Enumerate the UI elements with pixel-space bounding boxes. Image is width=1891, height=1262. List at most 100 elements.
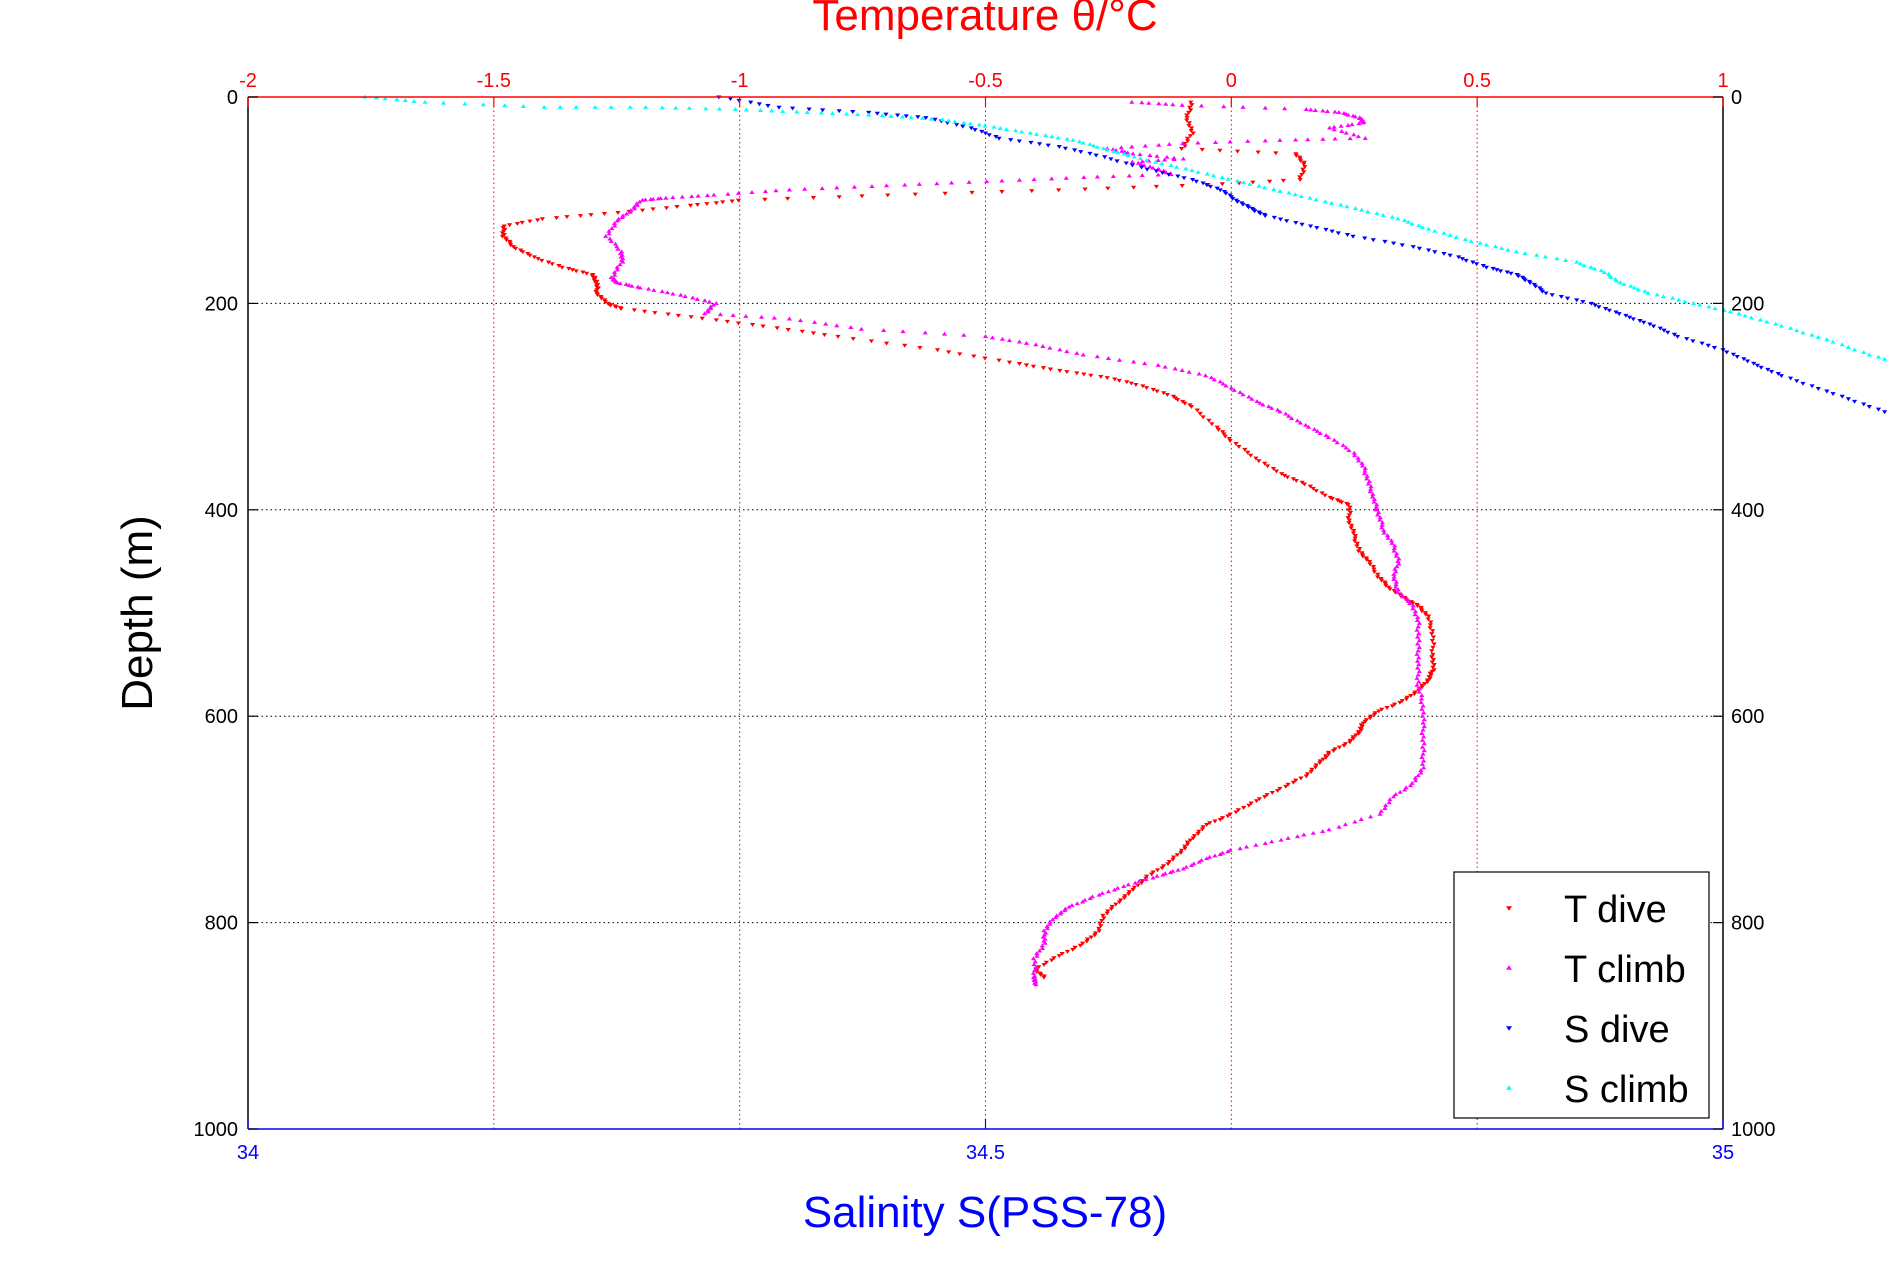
data-point: [1397, 789, 1403, 794]
bottom-axis-title: Salinity S(PSS-78): [803, 1188, 1167, 1237]
data-point: [1416, 246, 1423, 251]
data-point: [1389, 214, 1395, 219]
data-point: [1197, 411, 1203, 416]
data-point: [1019, 129, 1025, 134]
data-point: [1290, 477, 1296, 482]
data-point: [1221, 104, 1227, 109]
data-point: [979, 129, 985, 134]
data-point: [732, 107, 738, 111]
data-point: [1253, 799, 1260, 804]
data-point: [1088, 373, 1094, 378]
data-point: [1122, 149, 1128, 154]
data-point: [1293, 137, 1299, 142]
data-point: [1356, 546, 1363, 551]
data-point: [1427, 623, 1434, 628]
data-point: [780, 109, 786, 114]
data-point: [1123, 161, 1129, 166]
data-point: [1084, 939, 1090, 944]
data-point: [1247, 182, 1253, 186]
data-point: [1353, 733, 1359, 738]
data-point: [1421, 758, 1427, 763]
data-point: [1253, 456, 1259, 461]
data-point: [1432, 250, 1438, 255]
data-point: [1217, 148, 1223, 153]
data-point: [1277, 188, 1283, 193]
right-axis-tick-label: 600: [1731, 706, 1764, 728]
data-point: [1367, 489, 1373, 494]
data-point: [1234, 149, 1241, 154]
data-point: [1403, 697, 1410, 702]
data-point: [902, 182, 908, 187]
series-s-dive: [716, 95, 1888, 415]
data-point: [1765, 367, 1771, 372]
data-point: [1371, 567, 1377, 572]
data-point: [1147, 164, 1153, 169]
data-point: [1164, 154, 1170, 159]
data-point: [713, 318, 719, 323]
data-point: [651, 287, 657, 292]
data-point: [1227, 139, 1233, 144]
data-point: [883, 341, 890, 346]
data-point: [527, 219, 533, 224]
data-point: [903, 114, 909, 119]
data-point: [402, 98, 408, 102]
data-point: [631, 308, 637, 313]
data-point: [650, 207, 656, 212]
data-point: [1370, 491, 1376, 496]
data-point: [1186, 123, 1192, 128]
data-point: [1830, 392, 1836, 397]
data-point: [1661, 328, 1667, 333]
data-point: [1301, 170, 1307, 175]
data-point: [1412, 612, 1418, 617]
data-point: [1261, 185, 1268, 190]
data-point: [1094, 354, 1100, 359]
data-point: [1815, 386, 1821, 391]
data-point: [1373, 507, 1379, 512]
data-point: [1200, 825, 1206, 830]
data-point: [756, 102, 762, 107]
data-point: [1343, 445, 1349, 450]
data-point: [541, 104, 547, 109]
data-point: [1367, 562, 1373, 567]
data-point: [1064, 370, 1070, 375]
data-point: [1298, 194, 1305, 198]
data-point: [1195, 169, 1201, 174]
data-point: [1508, 271, 1514, 276]
data-point: [1348, 523, 1355, 528]
data-point: [922, 330, 928, 335]
data-point: [1003, 127, 1010, 132]
data-point: [757, 108, 764, 112]
data-point: [1109, 904, 1115, 909]
data-point: [1416, 631, 1422, 636]
data-point: [1281, 106, 1288, 111]
data-point: [1339, 129, 1345, 133]
bottom-axis-tick-label: 35: [1712, 1142, 1734, 1164]
data-point: [986, 133, 992, 138]
data-point: [1155, 362, 1161, 367]
data-point: [735, 198, 742, 203]
data-point: [663, 195, 669, 200]
data-point: [1364, 473, 1370, 478]
data-point: [1424, 680, 1431, 685]
data-point: [614, 267, 620, 272]
data-point: [1138, 165, 1145, 170]
data-point: [1356, 731, 1362, 736]
data-point: [1183, 166, 1189, 171]
data-point: [1220, 381, 1226, 386]
data-point: [1195, 140, 1201, 145]
data-point: [1260, 402, 1266, 407]
data-point: [1275, 407, 1281, 412]
data-point: [1347, 505, 1353, 510]
data-point: [1210, 173, 1217, 178]
data-point: [1214, 186, 1220, 191]
left-axis-tick-label: 600: [205, 706, 238, 728]
data-point: [1543, 291, 1549, 296]
right-axis-tick-label: 0: [1731, 87, 1742, 109]
data-point: [1314, 429, 1320, 433]
data-point: [908, 115, 914, 120]
data-point: [1397, 700, 1403, 705]
data-point: [1456, 255, 1462, 260]
data-point: [1219, 175, 1225, 180]
data-point: [1558, 294, 1564, 299]
data-point: [1367, 716, 1373, 721]
